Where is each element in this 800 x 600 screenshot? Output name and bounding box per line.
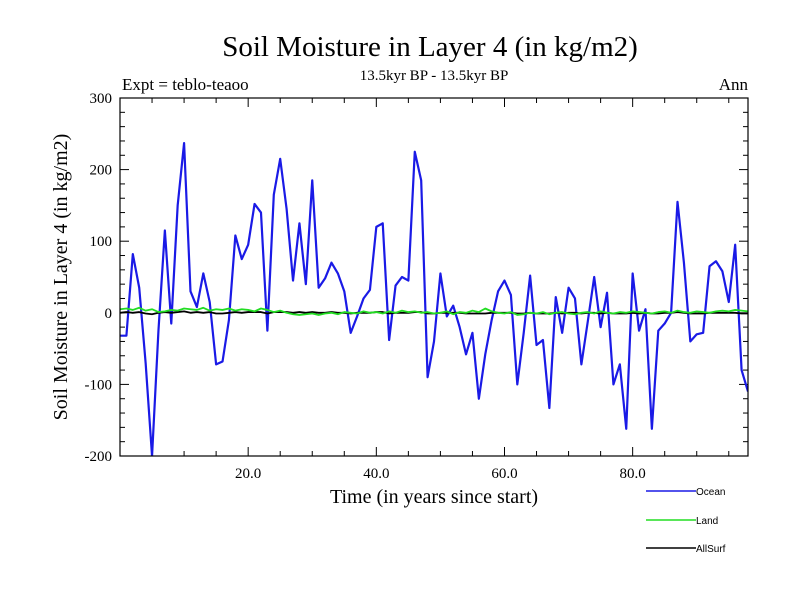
chart-title: Soil Moisture in Layer 4 (in kg/m2)	[222, 31, 638, 63]
y-axis-label: Soil Moisture in Layer 4 (in kg/m2)	[50, 134, 72, 421]
y-tick-labels: -200 -100 0 100 200 300	[85, 91, 113, 465]
series-line-land	[120, 306, 748, 316]
x-tick-label: 60.0	[491, 466, 517, 482]
plot-frame	[119, 97, 749, 457]
x-tick-label: 40.0	[363, 466, 389, 482]
y-tick-label: 100	[90, 234, 113, 250]
season-label: Ann	[719, 75, 749, 94]
x-tick-label: 80.0	[620, 466, 646, 482]
legend: Ocean Land AllSurf	[646, 487, 726, 555]
chart-subtitle: 13.5kyr BP - 13.5kyr BP	[360, 68, 509, 84]
experiment-label: Expt = teblo-teaoo	[122, 75, 249, 94]
y-tick-label: 200	[90, 163, 113, 179]
y-tick-label: -100	[85, 377, 113, 393]
y-tick-label: -200	[85, 449, 113, 465]
x-axis-label: Time (in years since start)	[330, 486, 538, 508]
series-lines	[120, 142, 748, 456]
x-tick-labels: 20.0 40.0 60.0 80.0	[235, 466, 646, 482]
legend-label-ocean: Ocean	[696, 487, 725, 498]
series-line-ocean	[120, 142, 748, 456]
legend-label-land: Land	[696, 516, 718, 527]
legend-label-allsurf: AllSurf	[696, 544, 726, 555]
y-tick-label: 0	[105, 306, 113, 322]
y-tick-label: 300	[90, 91, 113, 107]
x-tick-label: 20.0	[235, 466, 261, 482]
